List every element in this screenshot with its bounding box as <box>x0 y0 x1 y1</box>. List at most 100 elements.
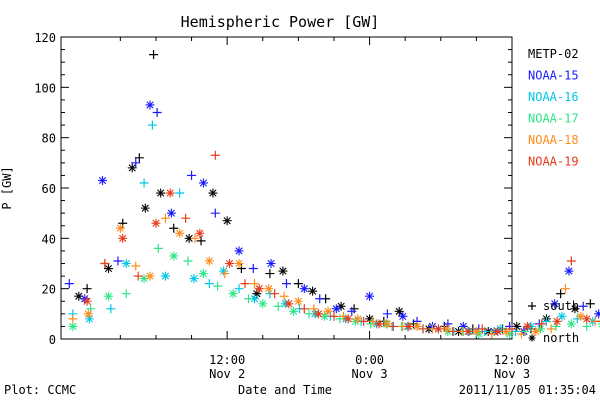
star-marker <box>550 299 560 309</box>
plus-marker <box>248 264 258 274</box>
star-marker <box>404 321 414 331</box>
star-marker <box>374 319 384 329</box>
legend-entry: NOAA-15 <box>528 69 579 83</box>
star-marker <box>169 251 179 261</box>
star-marker <box>512 321 522 331</box>
plus-marker <box>240 279 250 289</box>
symbol-key-label: south <box>543 299 579 313</box>
star-marker <box>576 311 586 321</box>
star-marker <box>382 319 392 329</box>
star-marker <box>254 284 264 294</box>
y-tick-label: 20 <box>42 283 56 297</box>
series-noaa-18 <box>68 213 600 339</box>
star-marker <box>293 296 303 306</box>
plus-marker <box>528 302 536 310</box>
star-marker <box>225 259 235 268</box>
plus-marker <box>551 321 561 331</box>
plus-marker <box>175 188 185 198</box>
star-marker <box>82 296 92 306</box>
legend: METP-02 NOAA-15 NOAA-16 NOAA-17 NOAA-18 NOAA-… <box>528 47 579 169</box>
star-marker <box>204 256 214 266</box>
plus-marker <box>249 279 259 289</box>
star-marker <box>308 286 318 296</box>
y-tick-label: 80 <box>42 132 56 146</box>
star-marker <box>493 326 503 336</box>
star-marker <box>566 319 576 329</box>
plus-marker <box>299 304 309 314</box>
star-marker <box>552 316 562 326</box>
star-marker <box>458 321 468 331</box>
star-marker <box>443 326 453 336</box>
series-noaa-16 <box>68 120 598 336</box>
star-marker <box>156 188 166 198</box>
star-marker <box>471 326 481 336</box>
star-marker <box>228 289 238 299</box>
plot-credit: Plot: CCMC <box>4 383 76 397</box>
plus-marker <box>556 289 566 299</box>
plus-marker <box>149 50 159 60</box>
legend-entry: NOAA-19 <box>528 155 579 169</box>
star-marker <box>165 188 175 198</box>
y-axis: 0 20 40 60 80 100 120 <box>34 31 512 347</box>
plus-marker <box>507 324 517 334</box>
plus-marker <box>541 316 551 326</box>
series-noaa-17 <box>68 243 600 339</box>
plus-marker <box>244 294 254 304</box>
plus-marker <box>566 256 576 266</box>
star-marker <box>195 228 205 238</box>
star-marker <box>331 304 341 314</box>
plus-marker <box>181 213 191 223</box>
plus-marker <box>210 208 220 218</box>
plus-marker <box>315 294 325 304</box>
plus-marker <box>582 321 592 331</box>
y-tick-label: 40 <box>42 232 56 246</box>
y-tick-label: 120 <box>34 31 56 45</box>
star-marker <box>365 291 375 301</box>
star-marker <box>84 314 94 324</box>
plus-marker <box>234 284 244 294</box>
plus-marker <box>477 324 487 334</box>
plus-marker <box>113 256 123 266</box>
plus-marker <box>309 304 319 314</box>
star-marker <box>557 311 567 321</box>
plus-marker <box>131 261 141 271</box>
star-marker <box>501 326 511 336</box>
plus-marker <box>279 291 289 301</box>
star-marker <box>289 306 299 316</box>
plus-marker <box>546 324 556 334</box>
y-tick-label: 0 <box>49 333 56 347</box>
plus-marker <box>388 321 398 331</box>
star-marker <box>594 309 600 319</box>
plus-marker <box>210 150 220 160</box>
plus-marker <box>82 284 92 294</box>
star-marker <box>140 203 150 213</box>
plus-marker <box>213 281 223 291</box>
plus-marker <box>153 243 163 253</box>
symbol-key-label: north <box>543 331 579 345</box>
plus-marker <box>282 279 291 289</box>
star-marker <box>208 188 218 198</box>
star-marker <box>278 266 288 276</box>
star-marker <box>319 311 329 321</box>
plus-marker <box>134 153 144 163</box>
star-marker <box>222 216 232 226</box>
star-marker <box>343 314 353 324</box>
star-marker <box>412 321 422 331</box>
star-marker <box>535 324 545 334</box>
plus-marker <box>204 279 214 289</box>
star-marker <box>442 324 452 334</box>
legend-entry: NOAA-16 <box>528 90 579 104</box>
star-marker <box>145 271 155 281</box>
star-marker <box>463 326 473 336</box>
plus-marker <box>100 259 110 268</box>
star-marker <box>139 274 149 284</box>
legend-entry: NOAA-17 <box>528 112 579 126</box>
plus-marker <box>359 316 369 326</box>
x-tick-time: 12:00 <box>209 353 245 367</box>
plus-marker <box>349 304 359 314</box>
star-marker <box>258 299 268 309</box>
plus-marker <box>382 309 392 319</box>
star-marker <box>103 264 113 274</box>
x-tick-time: 0:00 <box>355 353 384 367</box>
star-marker <box>198 269 208 279</box>
